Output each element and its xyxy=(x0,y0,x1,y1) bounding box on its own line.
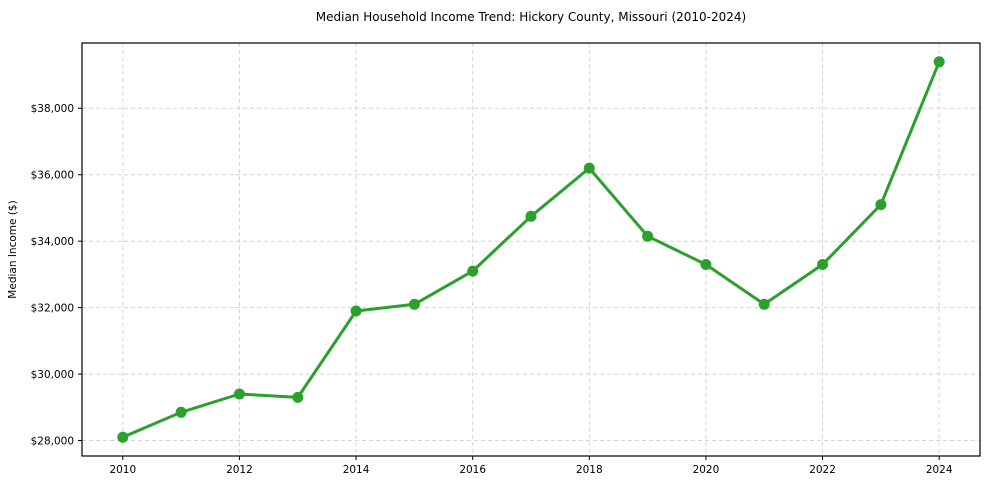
y-tick-label: $38,000 xyxy=(31,103,74,115)
x-tick-label: 2022 xyxy=(809,464,836,476)
y-tick-label: $32,000 xyxy=(31,302,74,314)
data-point xyxy=(467,265,479,277)
income-series xyxy=(117,56,945,443)
series-line xyxy=(121,60,941,439)
data-point xyxy=(525,210,537,222)
data-point xyxy=(700,259,712,270)
data-point xyxy=(117,431,129,443)
gridlines xyxy=(82,43,980,456)
x-tick-label: 2020 xyxy=(693,464,720,476)
x-tick-label: 2018 xyxy=(576,464,603,476)
data-point xyxy=(233,388,245,400)
data-point xyxy=(875,199,887,211)
data-point xyxy=(583,162,595,174)
chart-title: Median Household Income Trend: Hickory C… xyxy=(316,10,746,24)
data-point xyxy=(758,298,770,310)
data-point xyxy=(175,406,187,418)
x-tick-label: 2010 xyxy=(109,464,136,476)
x-tick-label: 2024 xyxy=(926,464,953,476)
data-point xyxy=(292,391,304,403)
data-point xyxy=(817,259,829,270)
y-tick-label: $34,000 xyxy=(31,236,74,248)
data-point xyxy=(642,230,654,242)
data-point xyxy=(933,56,945,68)
axis-ticks: $28,000 $30,000 $32,000 $34,000 $36,000 $38,0… xyxy=(31,103,953,476)
x-tick-label: 2012 xyxy=(226,464,253,476)
data-point xyxy=(350,305,362,317)
y-tick-label: $28,000 xyxy=(31,435,74,447)
data-point xyxy=(408,298,420,310)
y-axis-label: Median Income ($) xyxy=(7,200,19,298)
x-tick-label: 2014 xyxy=(343,464,370,476)
x-tick-label: 2016 xyxy=(459,464,486,476)
y-tick-label: $30,000 xyxy=(31,369,74,381)
y-tick-label: $36,000 xyxy=(31,170,74,182)
plot-border xyxy=(81,42,981,457)
